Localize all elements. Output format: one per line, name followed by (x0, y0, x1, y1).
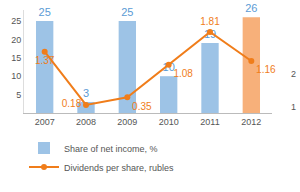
svg-text:0.35: 0.35 (132, 101, 152, 112)
svg-text:3: 3 (83, 87, 89, 99)
svg-text:1: 1 (291, 102, 296, 112)
svg-text:20: 20 (11, 35, 21, 45)
svg-text:15: 15 (11, 53, 21, 63)
svg-text:1.37: 1.37 (35, 55, 55, 66)
svg-text:19: 19 (204, 28, 216, 40)
svg-text:2011: 2011 (200, 117, 219, 127)
svg-text:1.81: 1.81 (200, 16, 220, 27)
svg-text:Dividends per share, rubles: Dividends per share, rubles (64, 163, 174, 173)
svg-text:26: 26 (245, 2, 257, 14)
svg-text:10: 10 (163, 61, 175, 73)
svg-text:2010: 2010 (159, 117, 179, 127)
svg-text:25: 25 (39, 6, 51, 18)
svg-text:2008: 2008 (76, 117, 96, 127)
svg-text:0.18: 0.18 (62, 98, 82, 109)
svg-text:25: 25 (11, 16, 21, 26)
svg-text:2: 2 (291, 69, 296, 79)
svg-text:5: 5 (16, 90, 21, 100)
svg-text:1.08: 1.08 (173, 68, 193, 79)
svg-text:1.16: 1.16 (256, 64, 276, 75)
svg-text:2012: 2012 (241, 117, 261, 127)
svg-text:10: 10 (11, 71, 21, 81)
svg-text:2009: 2009 (117, 117, 137, 127)
svg-text:2007: 2007 (35, 117, 55, 127)
svg-text:Share of net income, %: Share of net income, % (64, 144, 158, 154)
svg-text:25: 25 (121, 6, 133, 18)
